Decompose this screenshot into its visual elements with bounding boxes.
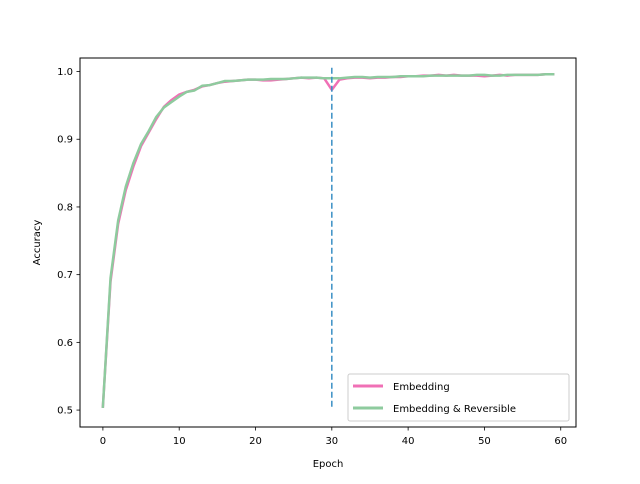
x-axis-ticks: 0 10 20 30 40 50 60 <box>100 427 567 447</box>
x-tick-label: 40 <box>402 436 415 447</box>
series-line-embedding-reversible <box>101 73 555 409</box>
legend-box <box>347 373 570 422</box>
legend-label-embedding-reversible: Embedding & Reversible <box>393 404 516 415</box>
y-axis-label: Accuracy <box>32 220 43 266</box>
y-tick-label: 1.0 <box>57 67 73 78</box>
y-tick-label: 0.8 <box>57 202 73 213</box>
x-tick-label: 20 <box>249 436 262 447</box>
y-tick-label: 0.5 <box>57 406 73 417</box>
x-tick-label: 60 <box>554 436 567 447</box>
legend: Embedding Embedding & Reversible <box>347 373 570 422</box>
legend-label-embedding: Embedding <box>393 382 450 393</box>
x-tick-label: 50 <box>478 436 491 447</box>
x-tick-label: 10 <box>173 436 186 447</box>
y-axis-ticks: 0.5 0.6 0.7 0.8 0.9 1.0 <box>57 67 80 417</box>
y-tick-label: 0.9 <box>57 135 73 146</box>
x-axis-label: Epoch <box>313 459 344 470</box>
y-tick-label: 0.6 <box>57 338 73 349</box>
y-tick-label: 0.7 <box>57 270 73 281</box>
x-tick-label: 30 <box>325 436 338 447</box>
x-tick-label: 0 <box>100 436 106 447</box>
plot-frame <box>79 57 577 428</box>
plot-area <box>80 58 576 427</box>
series-layer <box>101 73 555 409</box>
